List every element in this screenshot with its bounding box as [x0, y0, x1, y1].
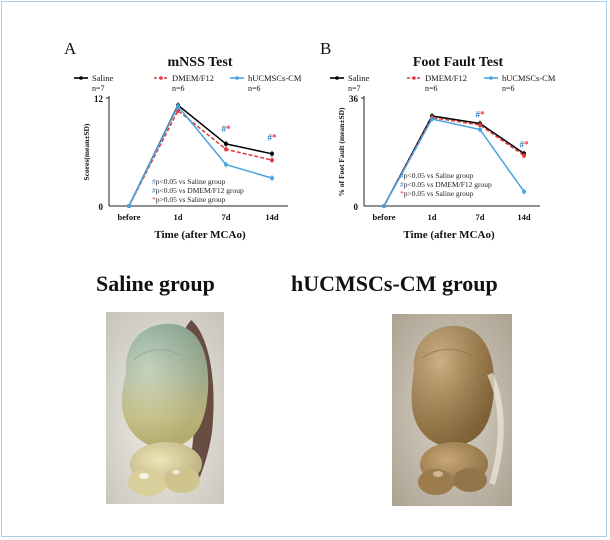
chart1-xtick-label-0: before [373, 212, 396, 222]
chart0-legend-n-0: n=7 [92, 84, 105, 93]
chart1-panel-label: B [320, 39, 331, 58]
chart1-xtick-label-2: 7d [476, 212, 485, 222]
chart0-legend-n-2: n=6 [248, 84, 261, 93]
chart0-legend-marker-0 [79, 76, 83, 80]
chart1-series-2-point-1 [430, 117, 434, 121]
chart0-series-1-point-2 [224, 147, 228, 152]
chart0-legend-label-2: hUCMSCs-CM [248, 73, 302, 83]
chart1-xtick-label-1: 1d [428, 212, 437, 222]
chart1-ytick-label-max: 36 [349, 94, 359, 104]
chart0-series-2-point-3 [270, 176, 274, 181]
chart1-series-1-point-3 [522, 153, 526, 158]
chart0-ytick-label-min: 0 [99, 202, 104, 212]
hucmscs-cm-brain-photo [392, 314, 512, 506]
chart1-legend-label-1: DMEM/F12 [425, 73, 467, 83]
chart1-legend-n-1: n=6 [425, 84, 438, 93]
chart1-legend-marker-1 [412, 76, 416, 80]
chart1-series-2-point-2 [478, 127, 482, 132]
chart1-sig-marker-0: #* [476, 110, 486, 120]
chart0-sig-marker-0: #* [222, 124, 232, 134]
chart0-xlabel: Time (after MCAo) [154, 229, 246, 241]
chart0-stats-note-0: #p<0.05 vs Saline group [152, 177, 226, 186]
chart0-series-2-point-0 [127, 204, 131, 208]
chart0-xtick-label-3: 14d [265, 212, 279, 222]
chart1-series-2-point-3 [522, 189, 526, 194]
chart0-series-1-point-3 [270, 158, 274, 163]
chart1-legend-n-0: n=7 [348, 84, 361, 93]
chart0-ylabel: Scores(mean±SD) [82, 123, 91, 180]
chart0-series-2-point-2 [224, 162, 228, 167]
chart1-xtick-label-3: 14d [517, 212, 531, 222]
chart1-ytick-label-min: 0 [354, 202, 359, 212]
chart1-series-1-point-2 [478, 123, 482, 127]
chart1-stats-note-2: *p>0.05 vs Saline group [400, 189, 474, 198]
chart0-series-line-1 [128, 109, 273, 207]
chart0-title: mNSS Test [168, 55, 233, 70]
chart0-stats-note-2: *p>0.05 vs Saline group [152, 195, 226, 204]
chart0-stats-note-1: #p<0.05 vs DMEM/F12 group [152, 186, 244, 195]
chart0-xtick-label-0: before [118, 212, 141, 222]
saline-brain-photo [106, 312, 224, 504]
chart1-legend-label-2: hUCMSCs-CM [502, 73, 556, 83]
chart1-series-2-point-0 [382, 204, 386, 208]
chart0-xtick-label-1: 1d [174, 212, 183, 222]
chart1-xlabel: Time (after MCAo) [403, 229, 495, 241]
chart0-ytick-label-max: 12 [94, 94, 104, 104]
chart0-legend-n-1: n=6 [172, 84, 185, 93]
chart1-sig-marker-1: #* [520, 140, 530, 150]
chart0-series-0-point-3 [270, 151, 274, 156]
chart0-legend-label-0: Saline [92, 73, 113, 83]
chart0-panel-label: A [64, 39, 77, 58]
chart1-title: Foot Fault Test [413, 55, 504, 70]
chart0-legend-marker-1 [159, 76, 163, 80]
hucmscs-cm-group-label: hUCMSCs-CM group [291, 271, 498, 296]
chart1-legend-label-0: Saline [348, 73, 369, 83]
chart0-series-0-point-2 [224, 141, 228, 146]
chart1-series-line-2 [383, 118, 525, 207]
chart0-series-line-2 [128, 104, 273, 207]
chart1-legend-n-2: n=6 [502, 84, 515, 93]
chart0-legend-marker-2 [235, 76, 239, 80]
chart1-stats-note-0: #p<0.05 vs Saline group [400, 171, 474, 180]
chart1-legend-marker-2 [489, 76, 493, 80]
saline-group-label: Saline group [96, 271, 215, 296]
chart1-ylabel: % of Foot Fault (mean±SD) [337, 107, 346, 197]
chart0-xtick-label-2: 7d [222, 212, 231, 222]
chart1-legend-marker-0 [335, 76, 339, 80]
chart1-stats-note-1: #p<0.05 vs DMEM/F12 group [400, 180, 492, 189]
chart0-sig-marker-1: #* [268, 132, 278, 142]
chart0-legend-label-1: DMEM/F12 [172, 73, 214, 83]
chart0-series-2-point-1 [176, 104, 180, 109]
